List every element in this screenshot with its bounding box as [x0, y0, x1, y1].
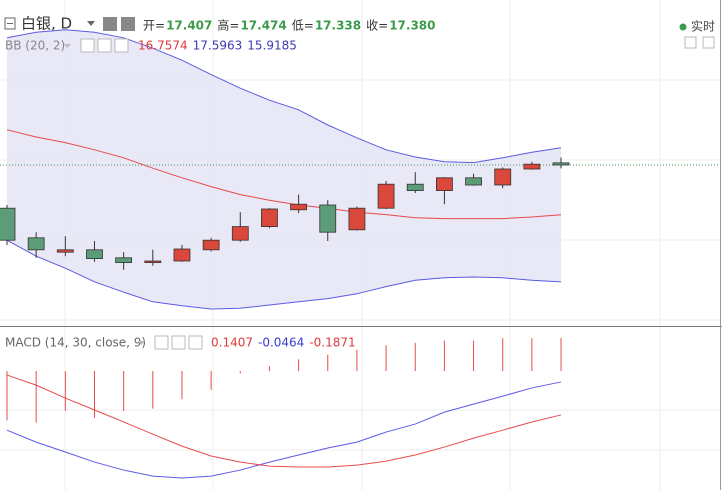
macd-dropdown[interactable]	[138, 341, 145, 345]
plot-layer	[0, 29, 720, 479]
move-down-icon[interactable]	[684, 36, 697, 49]
candle-body	[0, 207, 16, 241]
ohlc-readout: 开= 17.407 高= 17.474 低= 17.338 收= 17.380	[143, 18, 436, 33]
eye-icon[interactable]	[103, 17, 117, 31]
indicator-value: -0.0464	[258, 336, 304, 350]
realtime-dot	[679, 23, 687, 31]
candle-body	[56, 249, 74, 253]
candle-body	[465, 177, 482, 186]
macd-line	[6, 381, 562, 479]
readout-value: 17.338	[315, 19, 361, 33]
move-up-icon[interactable]	[702, 36, 715, 49]
candle-body	[144, 260, 162, 263]
candle-body	[173, 248, 191, 262]
macd-close-icon[interactable]	[188, 335, 203, 350]
candle-body	[231, 226, 249, 241]
macd-readout: 0.1407 -0.0464 -0.1871	[211, 336, 356, 350]
candle-body	[261, 208, 278, 228]
candle-body	[523, 163, 541, 170]
readout-label: 高=	[217, 18, 239, 33]
candle-body	[319, 204, 337, 233]
candle-body	[348, 207, 366, 231]
macd-eye-icon[interactable]	[154, 335, 169, 350]
bb-readout: 16.7574 17.5963 15.9185	[138, 39, 297, 53]
bb-upper	[6, 29, 562, 164]
candle-body	[552, 162, 570, 166]
bb-lower	[6, 239, 562, 310]
indicator-value: 17.5963	[193, 39, 243, 53]
candle-body	[406, 183, 424, 191]
readout-value: 17.407	[166, 19, 212, 33]
macd-label: MACD (14, 30, close, 9)	[5, 336, 146, 350]
macd-settings-icon[interactable]	[171, 335, 186, 350]
indicator-value: 16.7574	[138, 39, 188, 53]
bb-label: BB (20, 2)	[5, 39, 65, 53]
bb-close-icon[interactable]	[114, 38, 129, 53]
candle-body	[202, 239, 220, 251]
readout-value: 17.474	[240, 19, 286, 33]
bb-basis	[6, 129, 562, 220]
readout-label: 开=	[143, 19, 165, 33]
bb-fill	[7, 29, 562, 310]
bb-eye-icon[interactable]	[80, 38, 95, 53]
candle-body	[377, 183, 395, 209]
indicator-value: 15.9185	[247, 39, 297, 53]
readout-value: 17.380	[389, 19, 435, 33]
signal-line	[6, 374, 562, 468]
candle-body	[86, 249, 103, 260]
bb-dropdown[interactable]	[64, 44, 71, 48]
indicator-value: -0.1871	[309, 336, 355, 350]
symbol-dropdown[interactable]	[87, 21, 95, 26]
candle-body	[290, 203, 308, 211]
indicator-value: 0.1407	[211, 336, 253, 350]
readout-label: 低=	[292, 19, 314, 33]
candle-body	[494, 168, 512, 186]
candle-body	[435, 177, 453, 192]
settings-icon[interactable]	[121, 17, 135, 31]
symbol-title[interactable]: 白银, D	[21, 15, 72, 33]
realtime-label: 实时	[691, 19, 715, 34]
readout-label: 收=	[366, 19, 388, 33]
candle-body	[27, 237, 45, 251]
candle-body	[115, 257, 133, 263]
bb-settings-icon[interactable]	[97, 38, 112, 53]
